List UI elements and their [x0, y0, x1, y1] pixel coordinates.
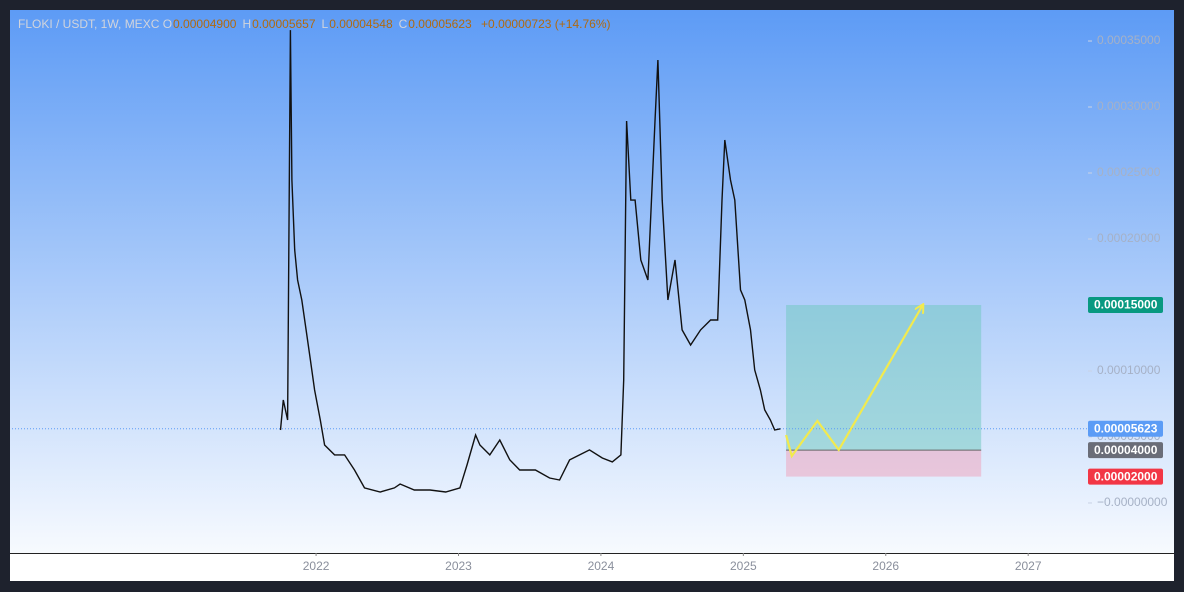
ohlc-key: O	[162, 17, 173, 31]
ohlc-value: 0.00004548	[329, 17, 393, 31]
chart-header: FLOKI / USDT, 1W, MEXC O0.00004900 H0.000…	[18, 17, 617, 31]
y-tick-label: 0.00035000	[1097, 33, 1161, 47]
x-tick-label: 2023	[445, 559, 472, 573]
chart-background	[10, 10, 1174, 581]
y-tick-label: 0.00030000	[1097, 99, 1161, 113]
entry-badge	[1088, 442, 1163, 459]
ohlc-key: H	[242, 17, 252, 31]
last-price-label: 0.00005623	[1094, 421, 1158, 435]
stop-label: 0.00002000	[1094, 469, 1158, 483]
x-tick-label: 2024	[588, 559, 615, 573]
y-tick-label: −0.00000000	[1097, 495, 1168, 509]
x-axis-background	[10, 553, 1174, 581]
y-tick-label: 0.00025000	[1097, 165, 1161, 179]
ohlc-value: 0.00004900	[173, 17, 237, 31]
ohlc-value: 0.00005657	[252, 17, 316, 31]
stop-zone	[786, 450, 982, 477]
x-tick-label: 2022	[303, 559, 330, 573]
projection-path	[785, 305, 923, 459]
symbol: FLOKI / USDT, 1W, MEXC	[18, 17, 160, 31]
target-label: 0.00015000	[1094, 298, 1158, 312]
entry-label: 0.00004000	[1094, 443, 1158, 457]
x-tick-label: 2025	[730, 559, 757, 573]
ohlc-key: L	[321, 17, 329, 31]
y-tick-label: 0.00020000	[1097, 231, 1161, 245]
target-zone	[786, 304, 982, 451]
target-badge	[1088, 296, 1163, 313]
x-tick-label: 2027	[1015, 559, 1042, 573]
x-tick-label: 2026	[872, 559, 899, 573]
change: +0.00000723 (+14.76%)	[481, 17, 611, 31]
ohlc: O0.00004900 H0.00005657 L0.00004548 C0.0000…	[163, 17, 478, 31]
y-tick-label: 0.00010000	[1097, 363, 1161, 377]
price-line	[279, 30, 781, 493]
stop-badge	[1088, 468, 1163, 485]
last-price-badge	[1088, 420, 1163, 437]
ohlc-key: C	[398, 17, 408, 31]
ohlc-value: 0.00005623	[408, 17, 472, 31]
